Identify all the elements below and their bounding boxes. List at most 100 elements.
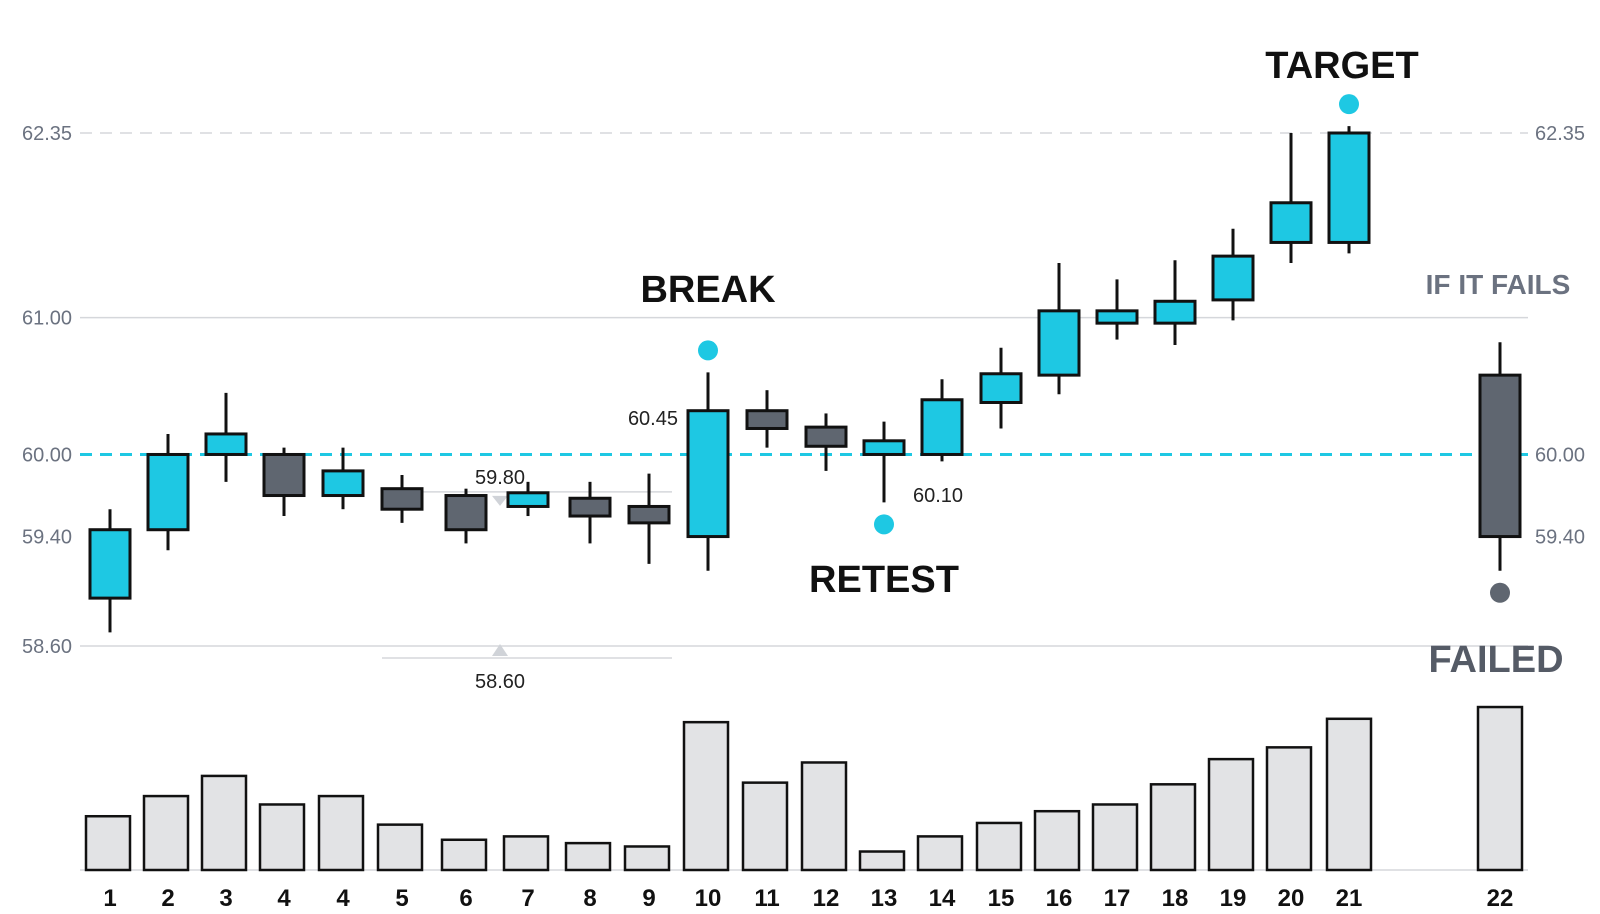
target-marker: [1339, 94, 1359, 115]
candle: [380, 475, 424, 523]
candle: [686, 372, 730, 571]
annotations: BREAK 60.45 RETEST 60.10 TARGET IF IT FA…: [628, 45, 1570, 681]
x-tick-label: 6: [459, 885, 472, 912]
y-tick-label: 60.00: [22, 444, 72, 466]
break-label: BREAK: [640, 269, 776, 311]
candle-body: [1153, 299, 1197, 325]
x-tick-label: 13: [871, 885, 898, 912]
failed-label: FAILED: [1428, 639, 1563, 681]
volume-bar: [623, 845, 671, 872]
candle-body: [979, 372, 1023, 404]
x-tick-label: 2: [161, 885, 174, 912]
volume-bar: [564, 841, 612, 872]
volume-bar: [1265, 746, 1313, 872]
candle-body: [1478, 373, 1522, 539]
x-tick-label: 1: [103, 885, 116, 912]
volume-bar: [258, 803, 306, 872]
volume-bar: [1149, 783, 1197, 872]
candle-body: [920, 398, 964, 456]
x-tick-label: 5: [395, 885, 408, 912]
candle-body: [1095, 309, 1139, 325]
candle-body: [804, 425, 848, 448]
y-tick-label-right: 59.40: [1535, 527, 1585, 549]
x-tick-label: 4: [277, 885, 291, 912]
x-tick-label: 10: [695, 885, 722, 912]
candle: [262, 447, 306, 517]
y-axis-right: 59.40 60.00 62.35: [1535, 123, 1585, 549]
y-axis-left: 58.60 59.40 60.00 61.00 62.35: [22, 123, 72, 658]
candle: [1153, 260, 1197, 346]
y-tick-label-right: 62.35: [1535, 123, 1585, 145]
candle-body: [1211, 254, 1255, 302]
if-it-fails-label: IF IT FAILS: [1426, 269, 1571, 300]
candle: [1037, 262, 1081, 395]
candles: [88, 126, 1522, 633]
x-tick-label: 8: [583, 885, 596, 912]
volume-bar: [741, 781, 789, 872]
break-price-label: 60.45: [628, 408, 678, 430]
candle: [568, 481, 612, 544]
x-tick-label: 22: [1487, 885, 1514, 912]
x-tick-label: 18: [1162, 885, 1189, 912]
x-axis-labels: 1 2 3 4 4 5 6 7 8 9 10 11 12 13 14 15 16 17 18 19 20 21 22: [103, 885, 1513, 912]
volume-bar: [200, 774, 248, 872]
y-tick-label: 61.00: [22, 308, 72, 330]
candle: [1327, 126, 1371, 254]
x-tick-label: 4: [336, 885, 350, 912]
volume-bar: [916, 835, 964, 872]
volume-bars: [80, 705, 1528, 872]
y-tick-label-right: 60.00: [1535, 444, 1585, 466]
candle: [804, 413, 848, 471]
candle: [627, 473, 671, 564]
candle-body: [745, 409, 789, 430]
x-tick-label: 9: [642, 885, 655, 912]
retest-price-label: 60.10: [913, 485, 963, 507]
volume-bar: [317, 794, 365, 872]
y-tick-label: 59.40: [22, 527, 72, 549]
y-tick-label: 62.35: [22, 123, 72, 145]
candle-body: [444, 494, 488, 532]
candle: [1211, 228, 1255, 321]
volume-bar: [1325, 717, 1373, 872]
candle: [444, 488, 488, 544]
volume-bar: [682, 720, 730, 872]
x-tick-label: 19: [1220, 885, 1247, 912]
candle: [146, 433, 190, 551]
candle-body: [506, 491, 550, 508]
range-top-arrow: [492, 495, 508, 506]
candle-body: [146, 452, 190, 532]
volume-bar: [858, 850, 906, 872]
grid-lines: [80, 132, 1528, 647]
range-bottom-label: 58.60: [475, 671, 525, 693]
x-tick-label: 14: [929, 885, 956, 912]
volume-bar: [1091, 803, 1139, 872]
volume-bar: [800, 761, 848, 872]
candle: [1478, 342, 1522, 571]
candle-body: [204, 432, 248, 456]
candle: [506, 481, 550, 517]
volume-bar: [376, 823, 424, 872]
candle-body: [1037, 309, 1081, 377]
x-tick-label: 15: [988, 885, 1015, 912]
candle: [862, 421, 906, 503]
volume-bar: [1476, 705, 1524, 872]
retest-marker: [874, 514, 894, 535]
candle: [321, 447, 365, 510]
volume-bar: [440, 838, 488, 872]
volume-bar: [1207, 757, 1255, 872]
range-top-label: 59.80: [475, 467, 525, 489]
volume-bar: [975, 821, 1023, 872]
candle-body: [568, 496, 612, 518]
candle-body: [862, 439, 906, 456]
candle-body: [88, 528, 132, 600]
candle: [920, 379, 964, 462]
candle-body: [380, 487, 424, 511]
x-tick-label: 12: [813, 885, 840, 912]
break-marker: [698, 340, 718, 361]
retest-label: RETEST: [809, 559, 959, 601]
x-tick-label: 7: [521, 885, 534, 912]
x-tick-label: 21: [1336, 885, 1363, 912]
target-label: TARGET: [1265, 45, 1418, 87]
candle-body: [627, 504, 671, 525]
candle-body: [1327, 131, 1371, 244]
